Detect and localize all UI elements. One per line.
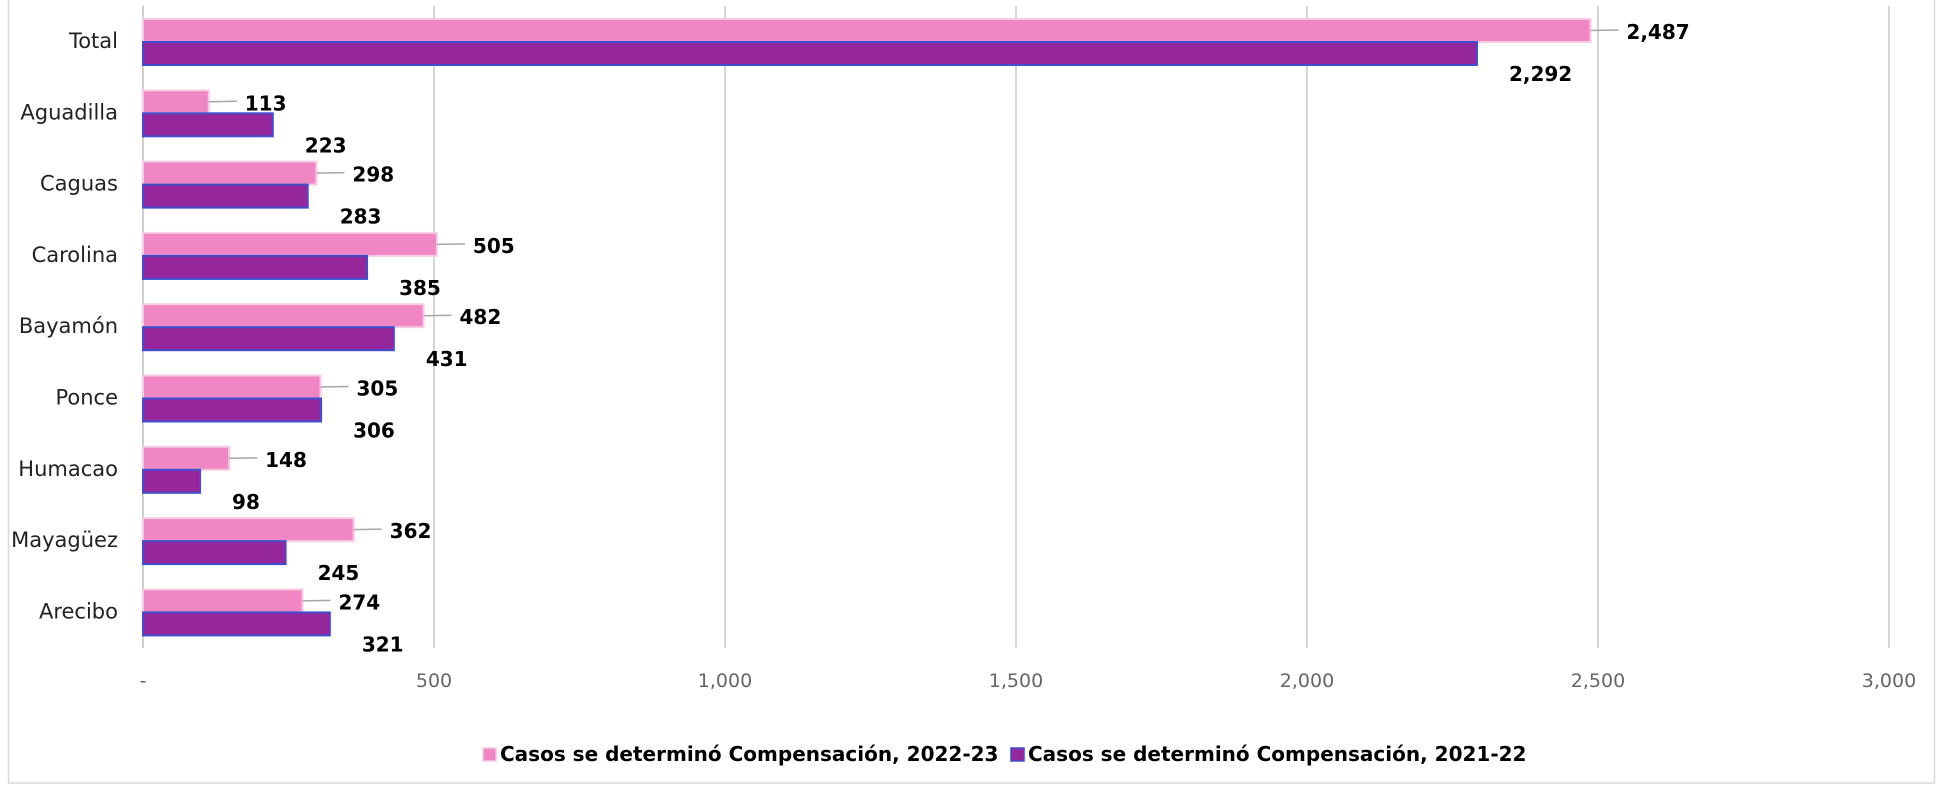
bar-2021-22: [142, 468, 202, 494]
legend-swatch: [482, 747, 497, 762]
x-tick-label: -: [140, 670, 147, 692]
legend: Casos se determinó Compensación, 2022-23…: [482, 742, 1526, 766]
data-label: 321: [362, 632, 404, 656]
bar-2021-22: [142, 183, 309, 209]
bar-2021-22: [142, 611, 331, 637]
bar-2022-23: [142, 231, 438, 257]
bar-2022-23: [142, 445, 231, 471]
data-label: 245: [318, 561, 360, 585]
data-label: 98: [232, 490, 260, 514]
bar-2022-23: [142, 517, 355, 543]
data-label: 306: [353, 419, 395, 443]
legend-label: Casos se determinó Compensación, 2021-22: [1028, 742, 1526, 766]
x-tick-label: 1,500: [989, 670, 1043, 692]
data-label: 482: [460, 305, 502, 329]
x-tick-label: 500: [416, 670, 452, 692]
x-tick-label: 1,000: [698, 670, 752, 692]
leader-line: [302, 599, 331, 602]
category-label: Mayagüez: [11, 528, 118, 552]
x-tick-label: 2,000: [1280, 670, 1334, 692]
leader-line: [229, 457, 258, 460]
bar-2021-22: [142, 397, 323, 423]
data-label: 283: [340, 205, 382, 229]
bar-2021-22: [142, 540, 287, 566]
category-label: Total: [68, 29, 118, 53]
category-label: Arecibo: [39, 599, 118, 623]
category-label: Carolina: [32, 243, 118, 267]
data-label: 113: [245, 91, 287, 115]
bar-2021-22: [142, 326, 395, 352]
bar-2022-23: [142, 374, 322, 400]
category-axis: Total Aguadilla Caguas Carolina Bayamón Ponce…: [11, 29, 118, 623]
x-tick-label: 2,500: [1571, 670, 1625, 692]
chart-border: [7, 0, 1936, 784]
bar-2021-22: [142, 112, 274, 138]
bar-2022-23: [142, 89, 210, 115]
bar-2022-23: [142, 18, 1592, 43]
category-label: Bayamón: [19, 314, 118, 338]
legend-label: Casos se determinó Compensación, 2022-23: [500, 742, 998, 766]
category-label: Ponce: [55, 386, 118, 410]
data-label: 431: [426, 347, 468, 371]
data-label: 305: [357, 377, 399, 401]
leader-line: [320, 385, 349, 388]
data-label: 2,487: [1626, 20, 1689, 44]
data-label: 362: [390, 519, 432, 543]
bar-2021-22: [142, 254, 369, 280]
data-label: 274: [338, 590, 380, 614]
bar-2022-23: [142, 160, 318, 186]
bar-2021-22: [142, 41, 1478, 66]
leader-line: [316, 171, 345, 174]
category-label: Caguas: [40, 172, 118, 196]
leader-line: [1590, 29, 1619, 32]
data-label: 298: [352, 163, 394, 187]
bars: [142, 18, 1592, 637]
data-label: 223: [305, 133, 347, 157]
x-tick-label: 3,000: [1862, 670, 1916, 692]
bar-2022-23: [142, 303, 425, 329]
data-label: 385: [399, 276, 441, 300]
data-label: 148: [265, 448, 307, 472]
bar-2022-23: [142, 588, 304, 614]
data-label: 2,292: [1509, 62, 1572, 86]
legend-swatch: [1010, 747, 1025, 762]
leader-line: [423, 314, 452, 317]
leader-line: [436, 243, 465, 246]
leader-line: [353, 528, 382, 531]
category-label: Humacao: [18, 457, 118, 481]
leader-line: [208, 100, 237, 103]
category-label: Aguadilla: [20, 100, 118, 124]
data-label: 505: [473, 234, 515, 258]
x-axis-ticks: - 500 1,000 1,500 2,000 2,500 3,000: [140, 670, 1917, 692]
